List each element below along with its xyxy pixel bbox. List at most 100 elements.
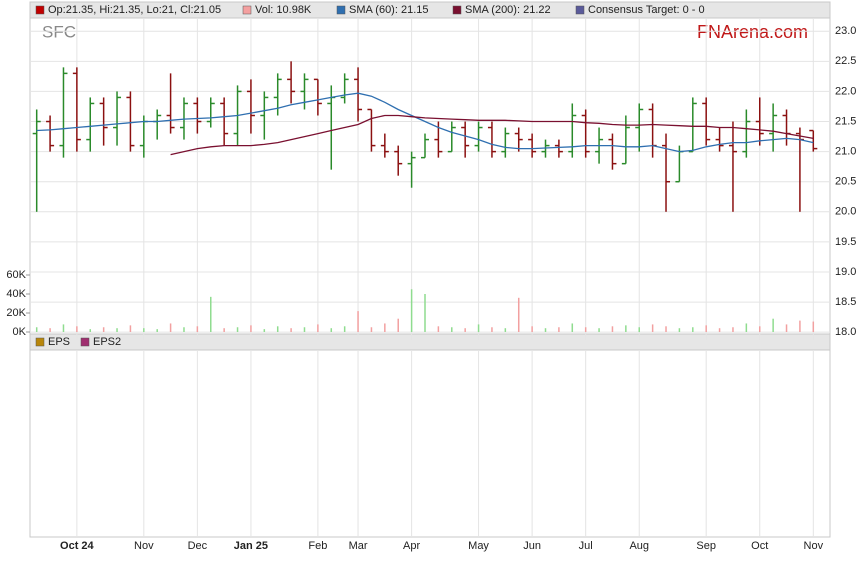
volume-bar	[758, 326, 761, 332]
x-tick-label: Feb	[308, 540, 327, 552]
y-tick-label: 21.5	[835, 115, 856, 127]
x-tick-label: Sep	[696, 540, 716, 552]
volume-bar	[129, 325, 132, 332]
legend-label: Op:21.35, Hi:21.35, Lo:21, Cl:21.05	[48, 4, 221, 16]
volume-bar	[116, 328, 118, 332]
volume-bar	[558, 327, 560, 332]
sma200-line	[170, 114, 814, 156]
legend-label: EPS	[48, 336, 70, 348]
volume-bar	[62, 324, 65, 332]
volume-bar	[169, 323, 172, 332]
y-tick-label: 18.5	[835, 296, 856, 308]
legend-label: SMA (60): 21.15	[349, 4, 429, 16]
x-tick-label: Mar	[349, 540, 368, 552]
y2-tick-label: 20K	[6, 307, 26, 319]
x-tick-label: Oct 24	[60, 540, 95, 552]
volume-bar	[424, 294, 426, 332]
volume-bar	[477, 324, 480, 332]
y2-tick-label: 40K	[6, 288, 26, 300]
volume-bar	[812, 321, 815, 332]
legend-swatch	[242, 5, 252, 15]
volume-bar	[785, 324, 788, 332]
y2-tick-label: 60K	[6, 269, 26, 281]
volume-bar	[210, 296, 212, 332]
volume-bar	[464, 328, 466, 332]
ticker: SFC	[42, 22, 76, 41]
volume-bar	[517, 297, 520, 332]
y-tick-label: 18.0	[835, 326, 856, 338]
volume-bar	[357, 311, 359, 332]
volume-bar	[384, 323, 386, 332]
volume-bar	[263, 329, 266, 332]
y-tick-label: 20.5	[835, 176, 856, 188]
volume-bar	[665, 326, 667, 332]
volume-bar	[330, 328, 333, 332]
legend-label: Vol: 10.98K	[255, 4, 312, 16]
volume-bar	[544, 328, 547, 332]
volume-bar	[76, 326, 78, 332]
y-tick-label: 22.0	[835, 85, 856, 97]
x-tick-label: Aug	[629, 540, 649, 552]
volume-bar	[236, 327, 239, 332]
watermark: FNArena.com	[697, 22, 808, 42]
volume-bar	[772, 318, 774, 332]
volume-bar	[678, 328, 681, 332]
y-tick-label: 19.5	[835, 236, 856, 248]
legend-label: Consensus Target: 0 - 0	[588, 4, 705, 16]
volume-bar	[718, 328, 721, 332]
volume-bar	[303, 327, 306, 332]
volume-bar	[799, 320, 801, 332]
volume-bar	[143, 328, 145, 332]
volume-bar	[745, 323, 748, 332]
legend-label: EPS2	[93, 336, 121, 348]
volume-bar	[250, 325, 252, 332]
y-tick-label: 21.0	[835, 146, 856, 158]
y2-tick-label: 0K	[13, 326, 27, 338]
price-panel	[29, 17, 831, 341]
y-tick-label: 20.0	[835, 206, 856, 218]
volume-bar	[437, 326, 440, 332]
sma60-line	[36, 92, 814, 153]
volume-bar	[196, 326, 199, 332]
volume-bar	[223, 328, 225, 332]
volume-bar	[598, 328, 600, 332]
x-tick-label: Jan 25	[234, 540, 268, 552]
volume-bar	[638, 327, 640, 332]
volume-bar	[49, 328, 51, 332]
x-tick-label: Oct	[751, 540, 768, 552]
x-tick-label: Jun	[523, 540, 541, 552]
x-tick-label: Nov	[134, 540, 154, 552]
volume-bar	[290, 328, 292, 332]
volume-bar	[451, 327, 453, 332]
volume-bar	[410, 289, 413, 332]
legend-swatch	[35, 5, 45, 15]
volume-bar	[584, 327, 587, 332]
legend-swatch	[35, 337, 45, 347]
volume-bar	[35, 327, 38, 332]
volume-bar	[491, 327, 493, 332]
volume-bar	[397, 318, 399, 332]
lower-panel	[29, 349, 831, 538]
legend-label: SMA (200): 21.22	[465, 4, 551, 16]
legend-swatch	[80, 337, 90, 347]
lower-legend-bar	[29, 333, 831, 351]
volume-bar	[625, 325, 627, 332]
legend-swatch	[452, 5, 462, 15]
x-tick-label: May	[468, 540, 489, 552]
volume-bar	[343, 326, 346, 332]
volume-bar	[611, 326, 614, 332]
x-tick-label: Apr	[403, 540, 420, 552]
volume-bar	[504, 328, 507, 332]
legend-swatch	[575, 5, 585, 15]
volume-bar	[705, 325, 707, 332]
volume-bar	[732, 327, 734, 332]
y-tick-label: 19.0	[835, 266, 856, 278]
y-tick-label: 22.5	[835, 55, 856, 67]
volume-bar	[651, 324, 654, 332]
volume-bar	[156, 329, 158, 332]
volume-bar	[571, 323, 574, 332]
volume-bar	[317, 324, 319, 332]
volume-bar	[692, 327, 694, 332]
x-tick-label: Dec	[188, 540, 208, 552]
